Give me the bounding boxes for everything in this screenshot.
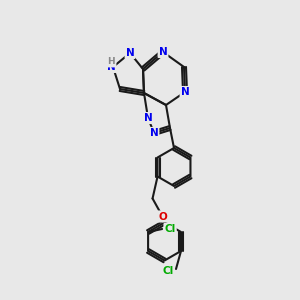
Text: H: H [107,58,115,67]
Text: N: N [144,113,152,123]
Text: Cl: Cl [162,266,174,276]
Text: O: O [158,212,167,221]
Text: N: N [181,87,189,97]
Text: N: N [106,62,116,72]
Text: N: N [159,47,167,57]
Text: Cl: Cl [164,224,176,234]
Text: N: N [150,128,158,138]
Text: N: N [126,48,134,58]
